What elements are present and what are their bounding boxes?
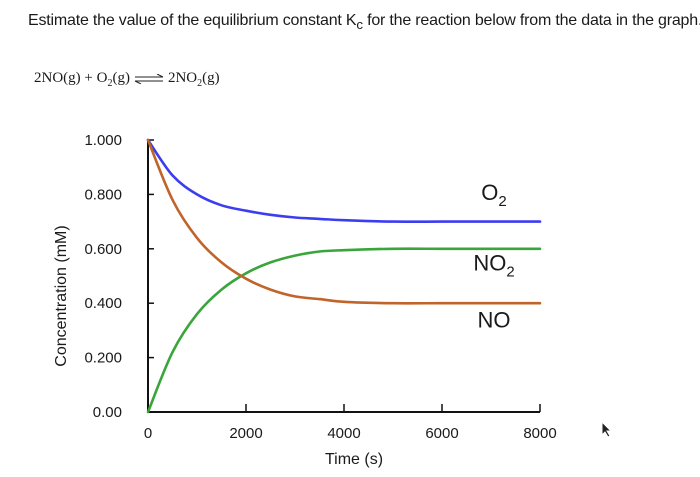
question-prompt: Estimate the value of the equilibrium co… — [28, 12, 700, 33]
no-series-label: NO — [478, 308, 511, 333]
x-tick-label: 8000 — [523, 425, 556, 442]
y-axis-title: Concentration (mM) — [53, 225, 70, 366]
y-tick-label: 0.600 — [84, 241, 122, 258]
no2-series-label: NO2 — [473, 251, 514, 281]
reaction-equation: 2NO(g) + O2(g) 2NO2(g) — [34, 70, 220, 89]
y-tick-label: 0.800 — [84, 186, 122, 203]
o2-series-line — [146, 138, 542, 223]
y-tick-label: 1.000 — [84, 132, 122, 149]
y-tick-label: 0.400 — [84, 295, 122, 312]
y-tick-label: 0.200 — [84, 350, 122, 367]
mouse-pointer-icon — [601, 420, 613, 438]
x-tick-label: 2000 — [229, 425, 262, 442]
x-tick-label: 4000 — [327, 425, 360, 442]
o2-series-label: O2 — [481, 180, 506, 210]
x-axis-title: Time (s) — [325, 451, 383, 468]
equilibrium-arrows-icon — [134, 73, 164, 84]
y-tick-label: 0.00 — [93, 404, 122, 421]
no2-series-line — [146, 247, 542, 414]
x-tick-label: 6000 — [425, 425, 458, 442]
x-tick-label: 0 — [144, 425, 152, 442]
no-series-line — [146, 138, 542, 305]
